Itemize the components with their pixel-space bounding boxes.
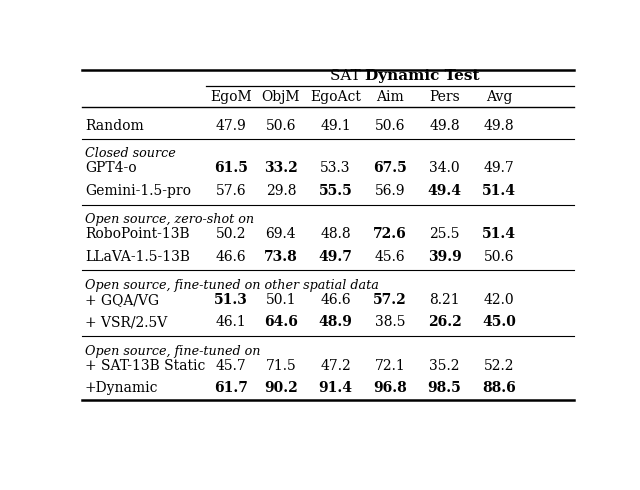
- Text: 49.8: 49.8: [429, 120, 460, 133]
- Text: 50.1: 50.1: [266, 293, 296, 307]
- Text: 50.6: 50.6: [375, 120, 405, 133]
- Text: 47.2: 47.2: [320, 359, 351, 372]
- Text: +Dynamic: +Dynamic: [85, 381, 159, 395]
- Text: 72.1: 72.1: [374, 359, 405, 372]
- Text: 73.8: 73.8: [264, 250, 298, 264]
- Text: 64.6: 64.6: [264, 316, 298, 329]
- Text: Closed source: Closed source: [85, 147, 176, 160]
- Text: 45.7: 45.7: [216, 359, 246, 372]
- Text: 35.2: 35.2: [429, 359, 460, 372]
- Text: ObjM: ObjM: [262, 90, 300, 103]
- Text: 29.8: 29.8: [266, 184, 296, 198]
- Text: EgoM: EgoM: [211, 90, 252, 103]
- Text: Avg: Avg: [486, 90, 512, 103]
- Text: RoboPoint-13B: RoboPoint-13B: [85, 227, 189, 241]
- Text: 45.0: 45.0: [482, 316, 516, 329]
- Text: 34.0: 34.0: [429, 161, 460, 175]
- Text: + GQA/VG: + GQA/VG: [85, 293, 159, 307]
- Text: 46.1: 46.1: [216, 316, 246, 329]
- Text: 53.3: 53.3: [320, 161, 351, 175]
- Text: Open source, fine-tuned on: Open source, fine-tuned on: [85, 344, 264, 358]
- Text: Gemini-1.5-pro: Gemini-1.5-pro: [85, 184, 191, 198]
- Text: 51.4: 51.4: [482, 227, 516, 241]
- Text: 25.5: 25.5: [429, 227, 460, 241]
- Text: 67.5: 67.5: [373, 161, 407, 175]
- Text: 72.6: 72.6: [373, 227, 407, 241]
- Text: Dynamic Test: Dynamic Test: [365, 69, 480, 83]
- Text: 49.8: 49.8: [484, 120, 515, 133]
- Text: 51.3: 51.3: [214, 293, 248, 307]
- Text: 96.8: 96.8: [373, 381, 407, 395]
- Text: 50.2: 50.2: [216, 227, 246, 241]
- Text: 26.2: 26.2: [428, 316, 461, 329]
- Text: 90.2: 90.2: [264, 381, 298, 395]
- Text: 71.5: 71.5: [266, 359, 296, 372]
- Text: 33.2: 33.2: [264, 161, 298, 175]
- Text: 42.0: 42.0: [484, 293, 515, 307]
- Text: 98.5: 98.5: [428, 381, 461, 395]
- Text: SAT: SAT: [330, 69, 365, 83]
- Text: 69.4: 69.4: [266, 227, 296, 241]
- Text: 49.7: 49.7: [319, 250, 353, 264]
- Text: 49.1: 49.1: [320, 120, 351, 133]
- Text: 50.6: 50.6: [484, 250, 515, 264]
- Text: 52.2: 52.2: [484, 359, 515, 372]
- Text: LLaVA-1.5-13B: LLaVA-1.5-13B: [85, 250, 190, 264]
- Text: 50.6: 50.6: [266, 120, 296, 133]
- Text: 51.4: 51.4: [482, 184, 516, 198]
- Text: 55.5: 55.5: [319, 184, 352, 198]
- Text: + VSR/2.5V: + VSR/2.5V: [85, 316, 167, 329]
- Text: 88.6: 88.6: [483, 381, 516, 395]
- Text: 48.8: 48.8: [320, 227, 351, 241]
- Text: 48.9: 48.9: [319, 316, 353, 329]
- Text: 38.5: 38.5: [375, 316, 405, 329]
- Text: Open source, fine-tuned on other spatial data: Open source, fine-tuned on other spatial…: [85, 279, 379, 292]
- Text: 61.5: 61.5: [214, 161, 248, 175]
- Text: 91.4: 91.4: [319, 381, 353, 395]
- Text: 45.6: 45.6: [374, 250, 405, 264]
- Text: 8.21: 8.21: [429, 293, 460, 307]
- Text: 49.4: 49.4: [428, 184, 461, 198]
- Text: 57.6: 57.6: [216, 184, 246, 198]
- Text: 61.7: 61.7: [214, 381, 248, 395]
- Text: Random: Random: [85, 120, 144, 133]
- Text: 57.2: 57.2: [373, 293, 407, 307]
- Text: 46.6: 46.6: [216, 250, 246, 264]
- Text: GPT4-o: GPT4-o: [85, 161, 136, 175]
- Text: Pers: Pers: [429, 90, 460, 103]
- Text: EgoAct: EgoAct: [310, 90, 361, 103]
- Text: Open source, zero-shot on: Open source, zero-shot on: [85, 213, 258, 226]
- Text: 56.9: 56.9: [375, 184, 405, 198]
- Text: + SAT-13B Static: + SAT-13B Static: [85, 359, 205, 372]
- Text: 39.9: 39.9: [428, 250, 461, 264]
- Text: 46.6: 46.6: [320, 293, 351, 307]
- Text: 47.9: 47.9: [216, 120, 246, 133]
- Text: Aim: Aim: [376, 90, 404, 103]
- Text: 49.7: 49.7: [484, 161, 515, 175]
